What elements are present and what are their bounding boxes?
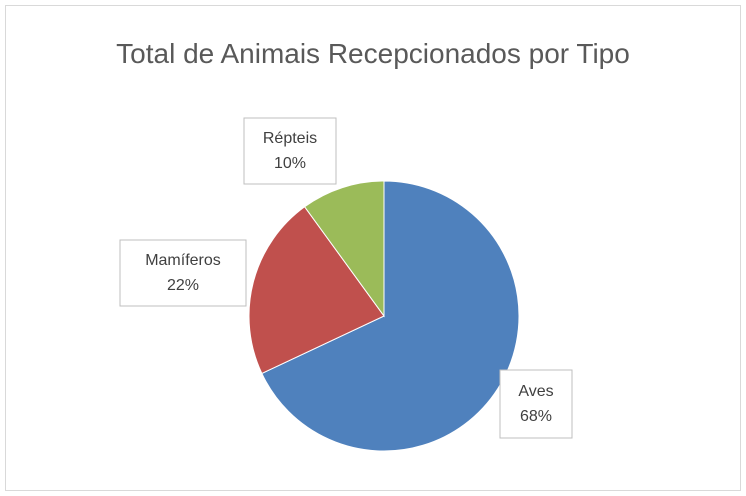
pie-slice xyxy=(303,180,385,318)
label-box xyxy=(243,117,337,185)
pie-slice xyxy=(248,206,385,375)
label-box xyxy=(499,369,573,439)
slice-label: Mamíferos xyxy=(145,252,221,269)
chart-title: Total de Animais Recepcionados por Tipo xyxy=(116,38,630,69)
slice-label: Répteis xyxy=(263,130,317,147)
pie-slice xyxy=(261,180,520,452)
value-label: 22% xyxy=(167,277,199,294)
value-label: 68% xyxy=(520,408,552,425)
value-label: 10% xyxy=(274,155,306,172)
label-box xyxy=(119,239,247,307)
slice-label: Aves xyxy=(518,383,553,400)
